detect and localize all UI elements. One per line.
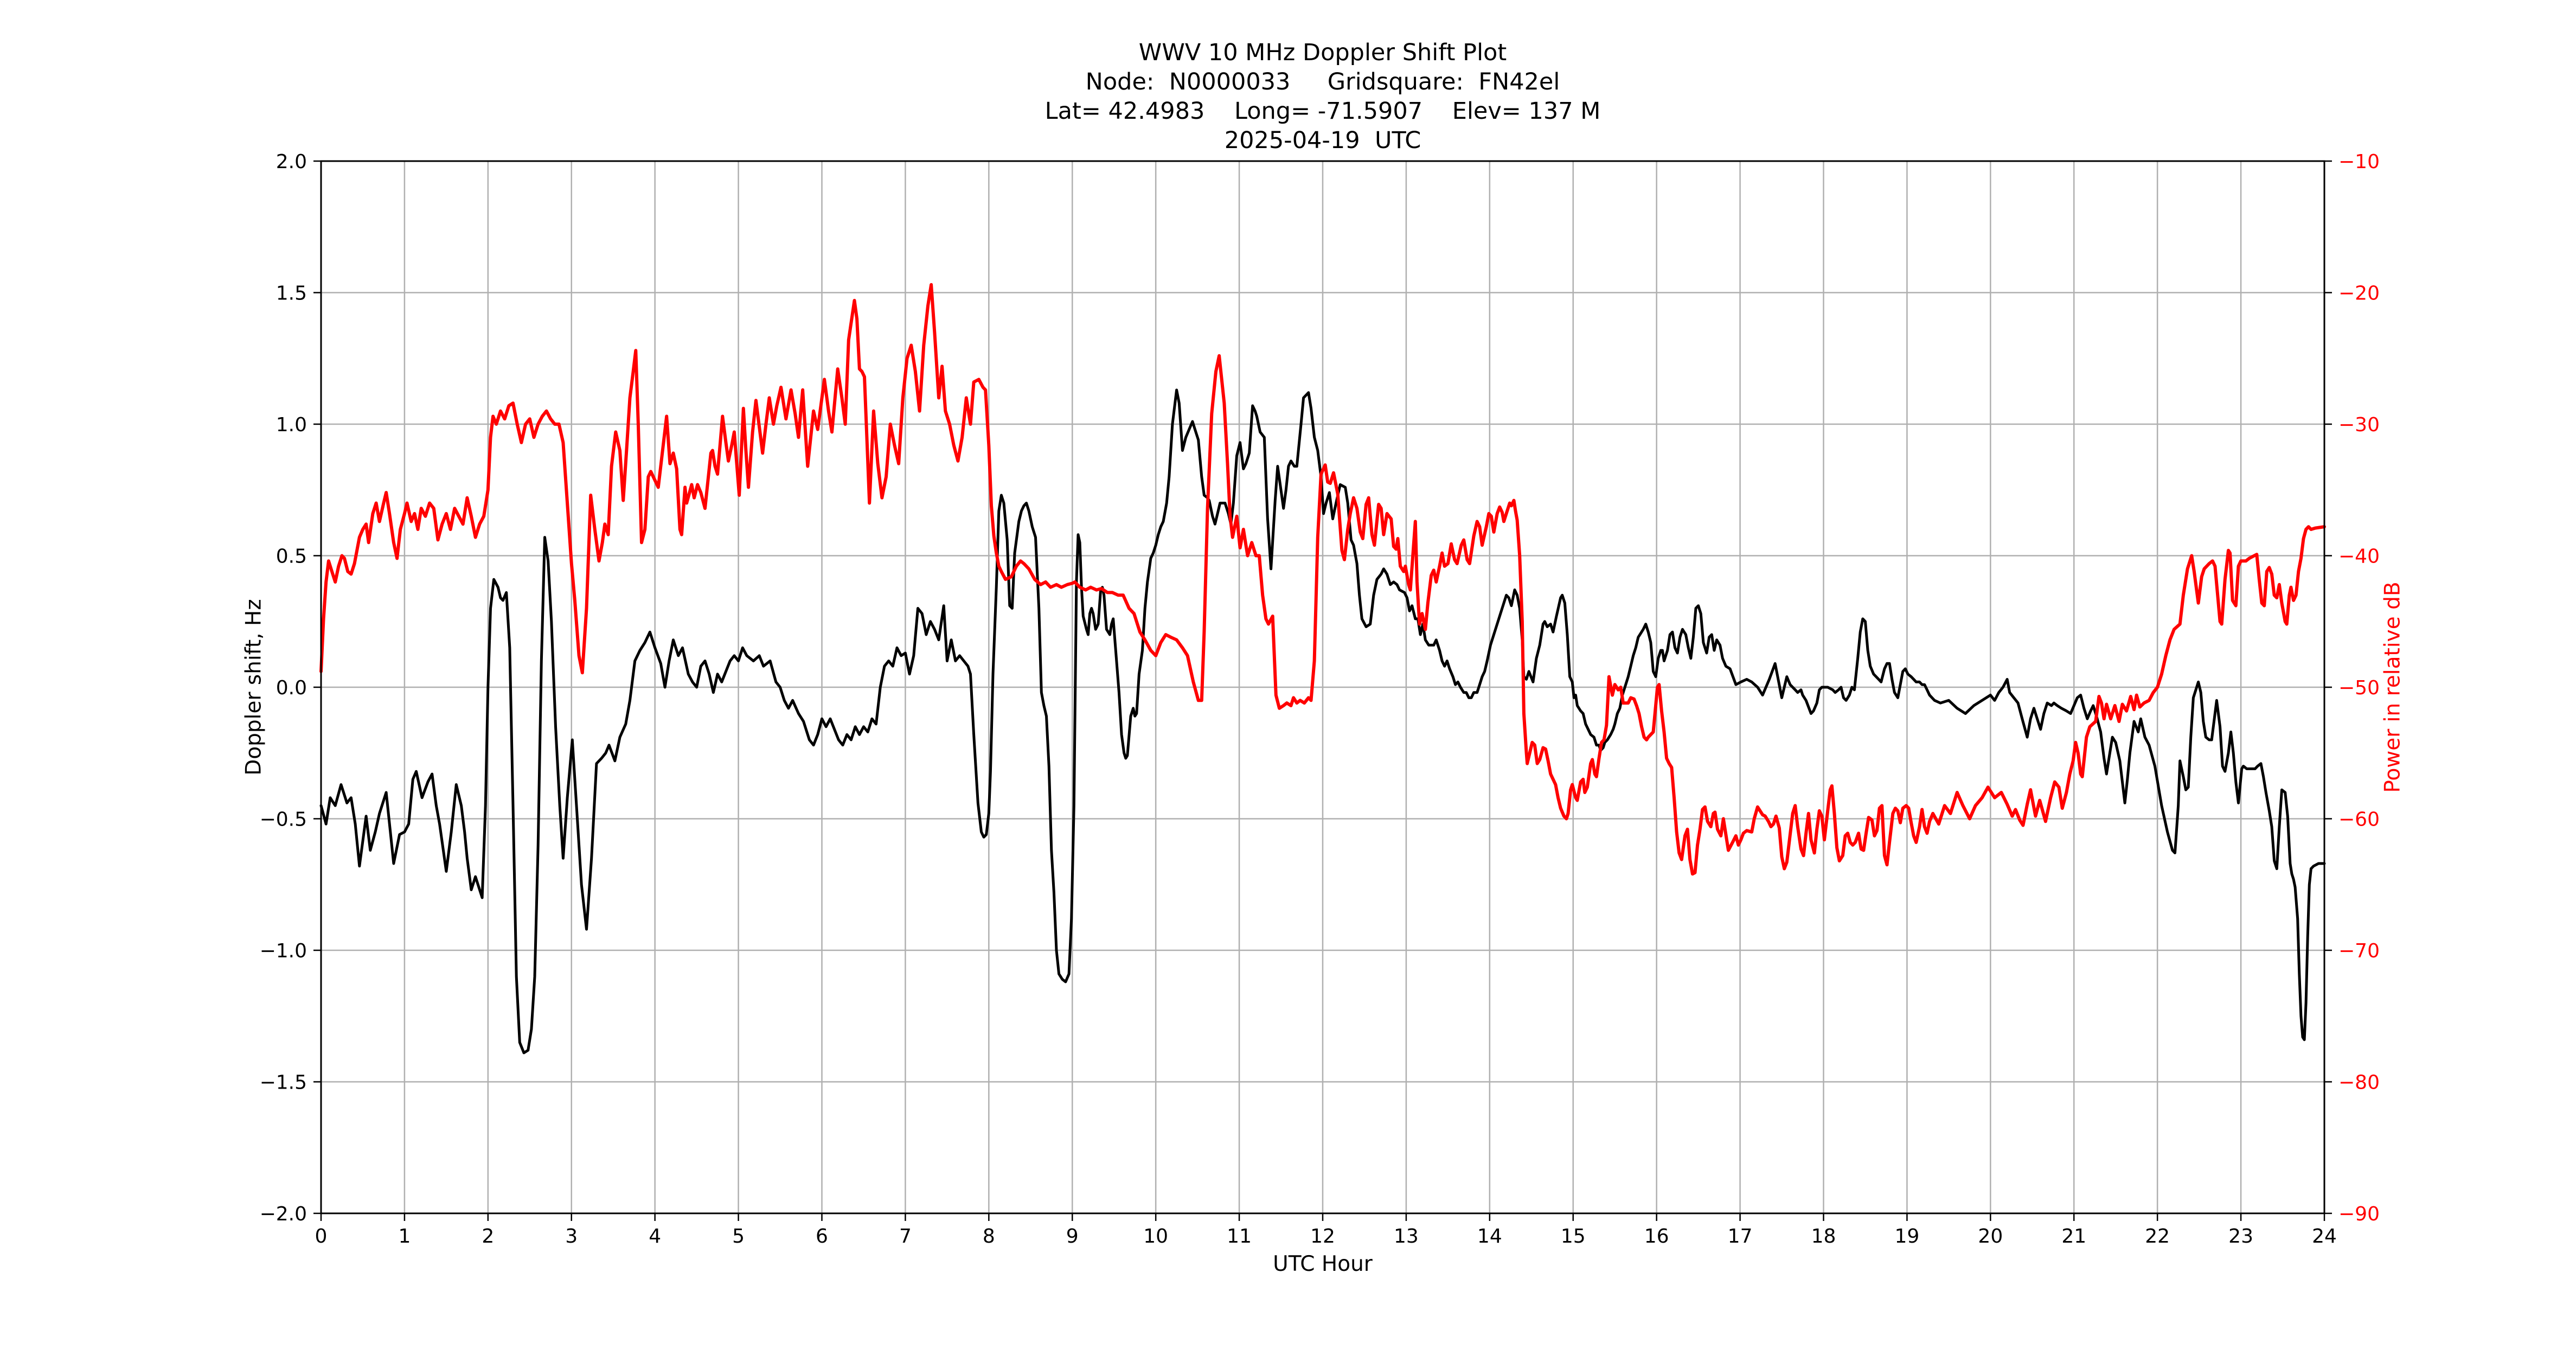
x-tick-label: 9 bbox=[1066, 1225, 1079, 1248]
chart-subtitle-location: Lat= 42.4983 Long= -71.5907 Elev= 137 M bbox=[1045, 98, 1601, 125]
x-tick-label: 2 bbox=[482, 1225, 494, 1248]
x-tick-label: 21 bbox=[2061, 1225, 2086, 1248]
x-tick-label: 17 bbox=[1728, 1225, 1753, 1248]
x-tick-label: 5 bbox=[732, 1225, 745, 1248]
y-right-tick-label: −20 bbox=[2338, 283, 2380, 305]
x-tick-label: 10 bbox=[1143, 1225, 1168, 1248]
y-left-tick-label: 1.0 bbox=[276, 414, 307, 436]
y-axis-label-left: Doppler shift, Hz bbox=[241, 599, 266, 776]
x-tick-label: 0 bbox=[315, 1225, 328, 1248]
y-right-tick-label: −30 bbox=[2338, 414, 2380, 436]
y-right-tick-label: −90 bbox=[2338, 1203, 2380, 1225]
x-tick-label: 7 bbox=[899, 1225, 912, 1248]
x-tick-label: 12 bbox=[1310, 1225, 1335, 1248]
x-tick-label: 16 bbox=[1644, 1225, 1669, 1248]
chart-subtitle-node: Node: N0000033 Gridsquare: FN42el bbox=[1085, 68, 1560, 95]
y-right-tick-label: −40 bbox=[2338, 546, 2380, 568]
title-block: WWV 10 MHz Doppler Shift Plot Node: N000… bbox=[321, 38, 2324, 155]
y-right-tick-label: −10 bbox=[2338, 151, 2380, 173]
y-left-tick-label: 0.0 bbox=[276, 677, 307, 699]
x-tick-label: 13 bbox=[1394, 1225, 1419, 1248]
grid bbox=[321, 161, 2324, 1213]
tick-labels: 0 1 2 3 4 5 6 7 8 9 10 11 12 13 14 15 16 17 18 19 20 21 22 23 24… bbox=[260, 151, 2380, 1248]
series-lines bbox=[319, 283, 2326, 1054]
x-tick-label: 3 bbox=[565, 1225, 578, 1248]
y-right-tick-label: −70 bbox=[2338, 940, 2380, 962]
doppler-series-line bbox=[319, 388, 2326, 1054]
y-right-tick-label: −50 bbox=[2338, 677, 2380, 699]
x-axis-label: UTC Hour bbox=[1273, 1252, 1373, 1276]
chart-title: WWV 10 MHz Doppler Shift Plot bbox=[1138, 39, 1507, 66]
x-tick-label: 11 bbox=[1227, 1225, 1252, 1248]
x-tick-label: 8 bbox=[983, 1225, 995, 1248]
x-tick-label: 20 bbox=[1978, 1225, 2003, 1248]
y-left-tick-label: 1.5 bbox=[276, 283, 307, 305]
power-series-line bbox=[319, 283, 2326, 876]
x-tick-label: 6 bbox=[816, 1225, 828, 1248]
y-left-tick-label: −1.5 bbox=[260, 1072, 307, 1094]
x-tick-label: 22 bbox=[2145, 1225, 2170, 1248]
x-tick-label: 4 bbox=[649, 1225, 661, 1248]
y-right-tick-label: −80 bbox=[2338, 1072, 2380, 1094]
chart-subtitle-date: 2025-04-19 UTC bbox=[1224, 127, 1421, 154]
x-tick-label: 23 bbox=[2228, 1225, 2253, 1248]
y-left-tick-label: −1.0 bbox=[260, 940, 307, 962]
axis-ticks bbox=[313, 160, 2332, 1221]
x-tick-label: 14 bbox=[1477, 1225, 1502, 1248]
x-tick-label: 18 bbox=[1811, 1225, 1836, 1248]
x-tick-label: 24 bbox=[2312, 1225, 2337, 1248]
x-tick-label: 15 bbox=[1561, 1225, 1586, 1248]
y-left-tick-label: −0.5 bbox=[260, 809, 307, 831]
y-left-tick-label: 2.0 bbox=[276, 151, 307, 173]
x-tick-label: 1 bbox=[398, 1225, 411, 1248]
y-left-tick-label: 0.5 bbox=[276, 546, 307, 568]
y-right-tick-label: −60 bbox=[2338, 809, 2380, 831]
x-tick-label: 19 bbox=[1895, 1225, 1920, 1248]
y-left-tick-label: −2.0 bbox=[260, 1203, 307, 1225]
y-axis-label-right: Power in relative dB bbox=[2380, 581, 2405, 793]
